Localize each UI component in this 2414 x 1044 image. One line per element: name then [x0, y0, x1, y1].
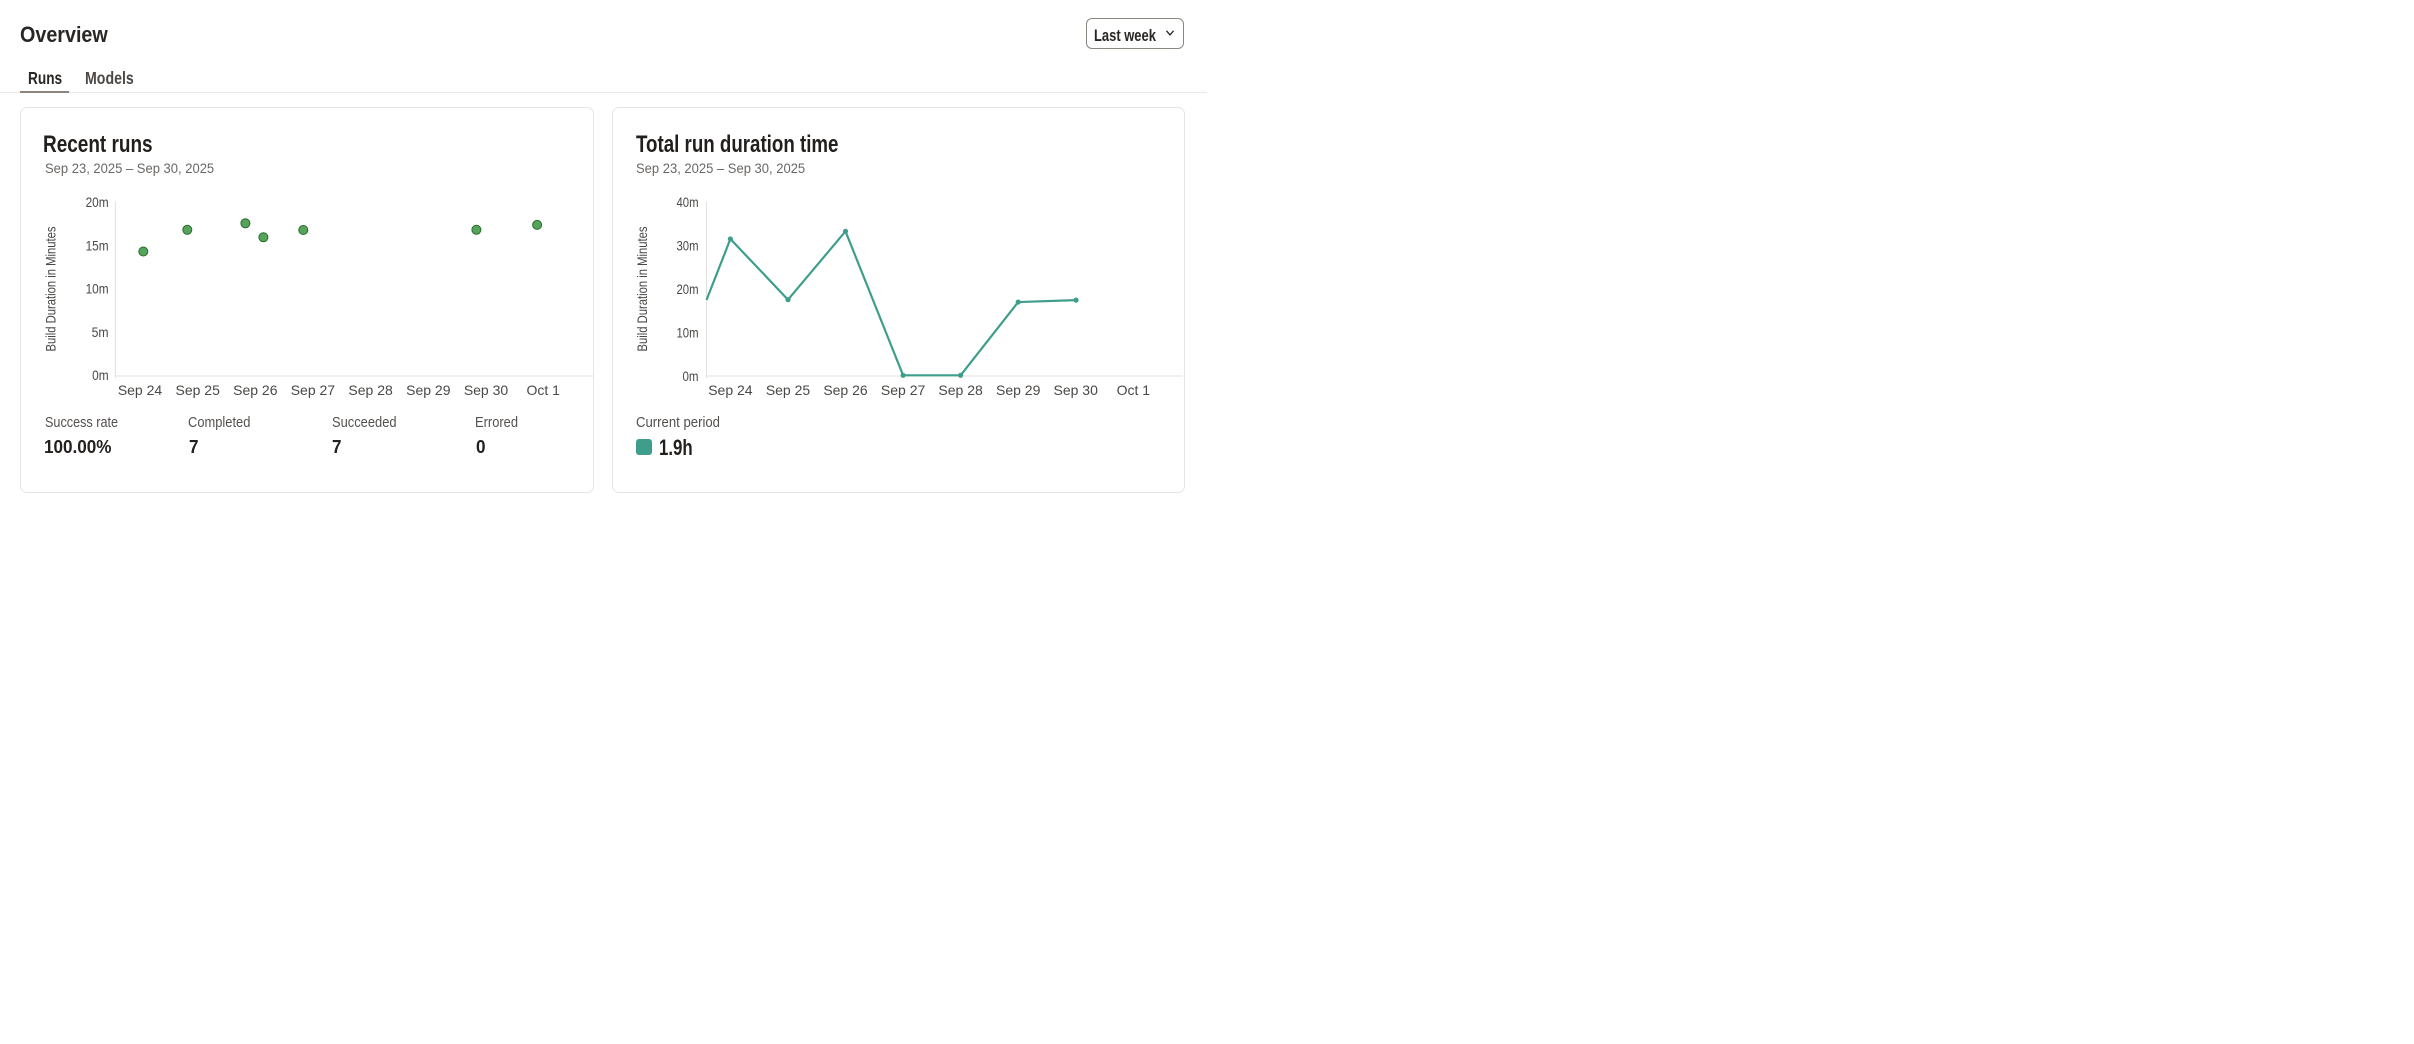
svg-text:10m: 10m — [677, 324, 699, 340]
svg-text:Sep 25: Sep 25 — [766, 382, 811, 398]
svg-text:Sep 24: Sep 24 — [708, 382, 753, 398]
svg-text:Sep 25: Sep 25 — [176, 382, 221, 398]
svg-text:Sep 24: Sep 24 — [118, 382, 163, 398]
svg-text:Sep 26: Sep 26 — [233, 382, 278, 398]
svg-text:Sep 30: Sep 30 — [1054, 382, 1099, 398]
svg-text:Sep 27: Sep 27 — [881, 382, 926, 398]
svg-text:Sep 29: Sep 29 — [406, 382, 451, 398]
svg-text:20m: 20m — [677, 281, 699, 297]
svg-text:Sep 26: Sep 26 — [823, 382, 868, 398]
svg-text:Sep 30: Sep 30 — [464, 382, 509, 398]
svg-text:Sep 27: Sep 27 — [291, 382, 336, 398]
svg-text:Sep 28: Sep 28 — [938, 382, 983, 398]
svg-text:Sep 28: Sep 28 — [348, 382, 393, 398]
svg-text:Build Duration in Minutes: Build Duration in Minutes — [43, 227, 59, 352]
svg-text:10m: 10m — [86, 281, 109, 297]
svg-text:40m: 40m — [677, 194, 699, 210]
svg-text:20m: 20m — [86, 194, 109, 210]
svg-text:Oct 1: Oct 1 — [526, 382, 560, 398]
svg-text:Sep 29: Sep 29 — [996, 382, 1041, 398]
svg-text:0m: 0m — [92, 367, 109, 383]
svg-text:30m: 30m — [677, 237, 699, 253]
svg-text:Oct 1: Oct 1 — [1117, 382, 1151, 398]
svg-text:Build Duration in Minutes: Build Duration in Minutes — [634, 227, 650, 352]
svg-text:15m: 15m — [86, 237, 109, 253]
svg-text:5m: 5m — [92, 324, 109, 340]
svg-text:0m: 0m — [683, 368, 699, 384]
